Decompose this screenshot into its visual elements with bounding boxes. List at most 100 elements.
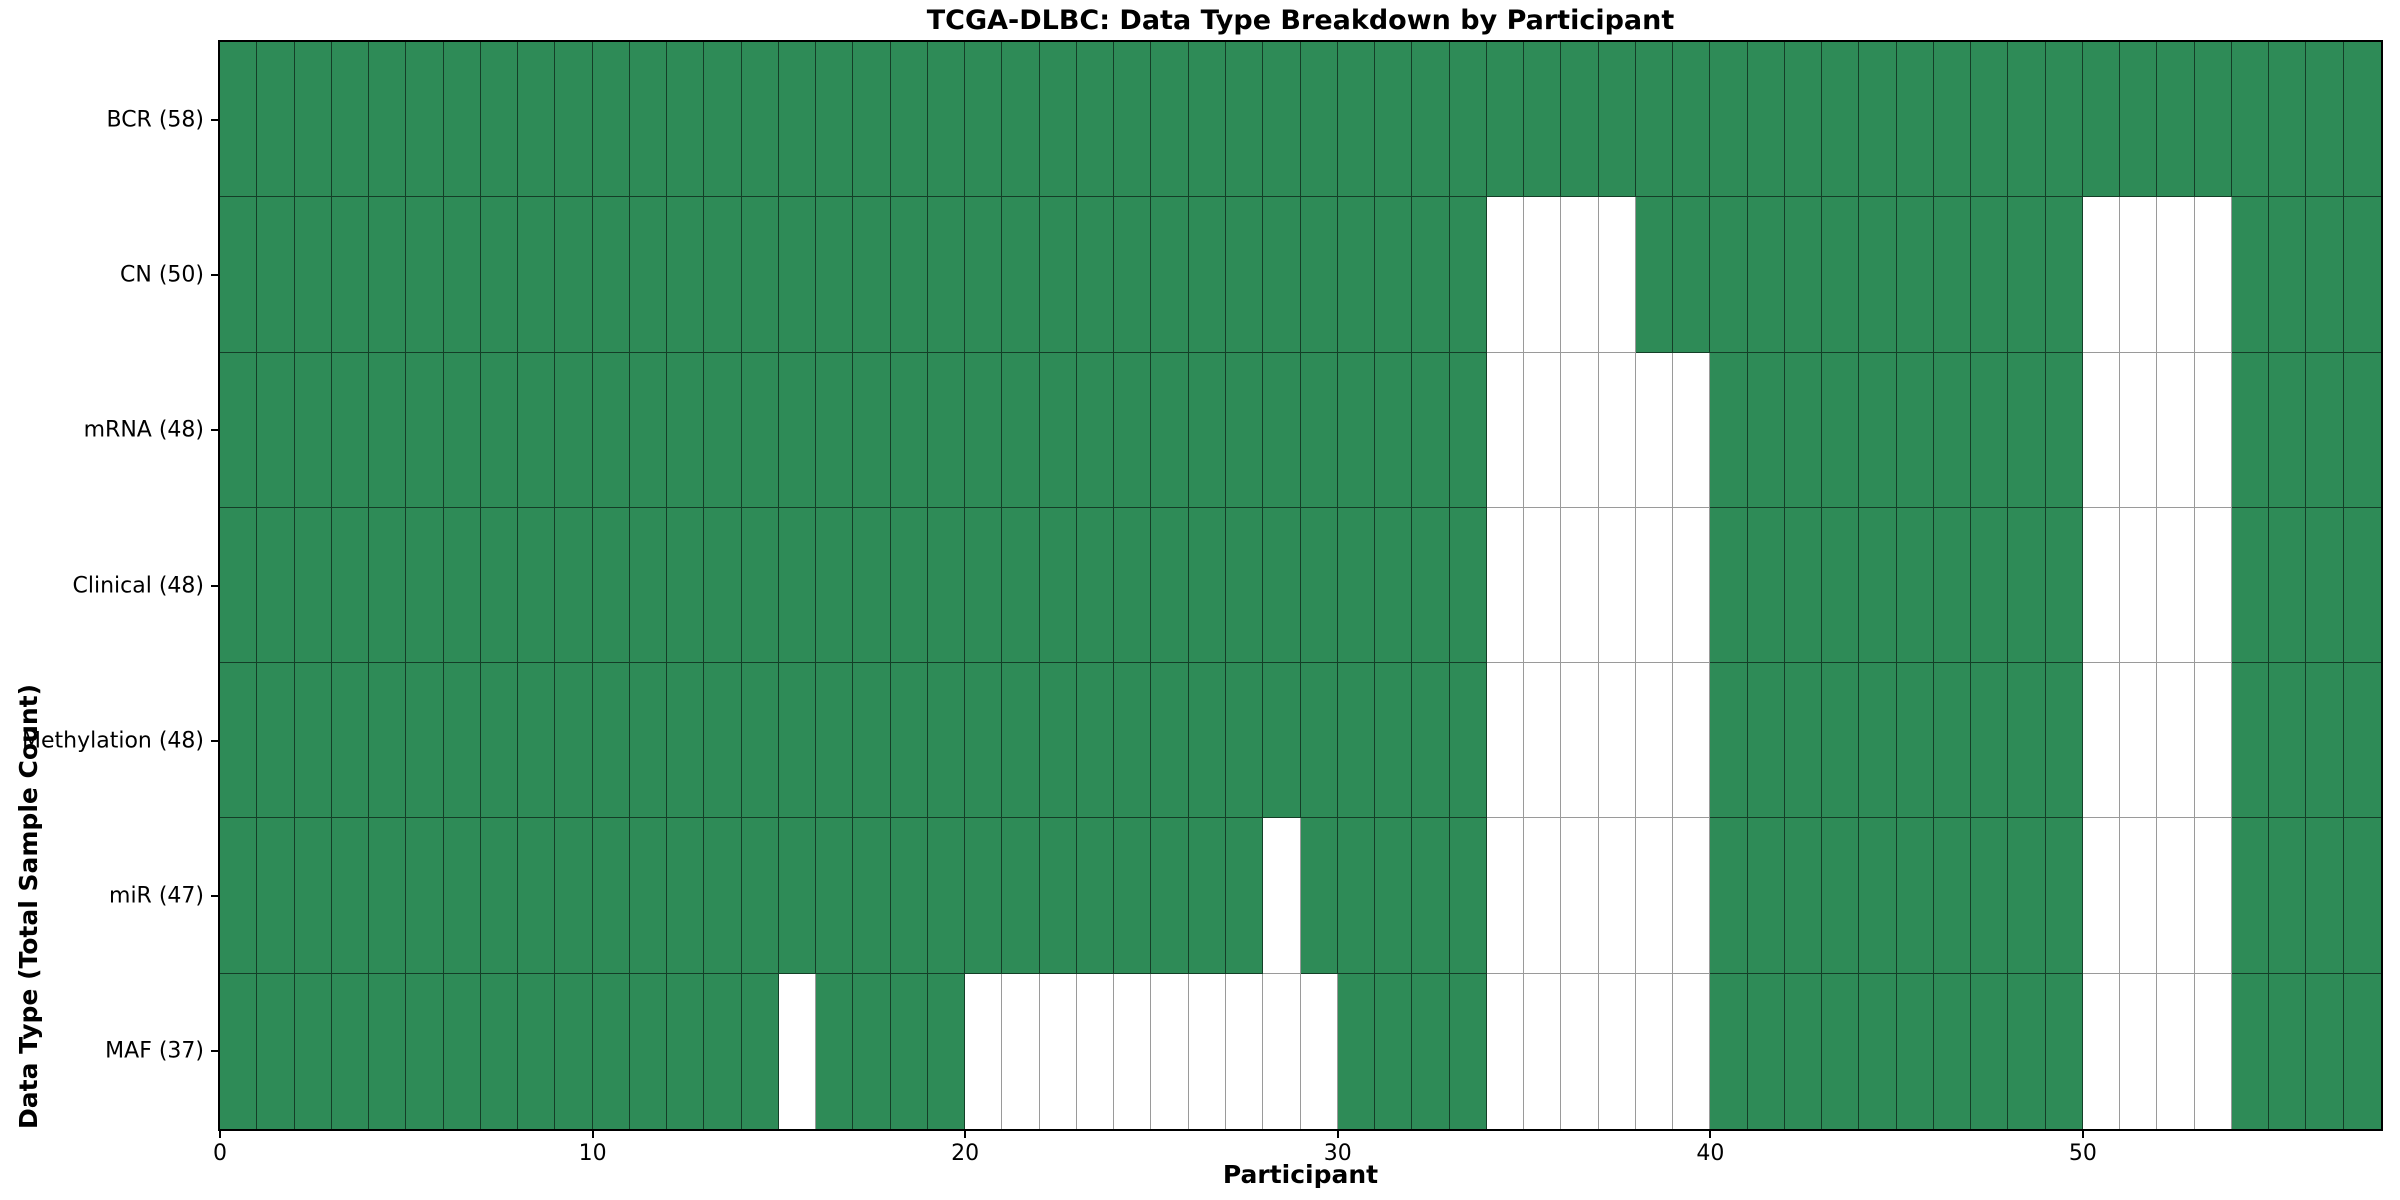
heatmap-cell [2269, 663, 2307, 819]
heatmap-cell [480, 197, 519, 353]
heatmap-cell [853, 507, 891, 664]
heatmap-cell [406, 197, 444, 353]
heatmap-cell [965, 663, 1003, 819]
heatmap-cell [704, 973, 742, 1129]
heatmap-cell [257, 42, 295, 198]
heatmap-cell [2231, 507, 2270, 664]
heatmap-cell [2157, 973, 2195, 1129]
heatmap-cell [443, 352, 481, 508]
heatmap-cell [1933, 352, 1972, 508]
heatmap-cell [2269, 352, 2307, 508]
heatmap-cell [1822, 663, 1860, 819]
heatmap-cell [1784, 818, 1823, 974]
heatmap-cell [927, 352, 966, 508]
heatmap-cell [1076, 197, 1115, 353]
heatmap-cell [1971, 352, 2009, 508]
heatmap-cell [1971, 507, 2009, 664]
heatmap-cell [1300, 973, 1338, 1129]
heatmap-cell [704, 507, 742, 664]
heatmap-cell [518, 973, 556, 1129]
heatmap-cell [1039, 663, 1077, 819]
heatmap-cell [1039, 197, 1077, 353]
heatmap-cell [1449, 42, 1487, 198]
heatmap-cell [927, 663, 966, 819]
heatmap-cell [1710, 42, 1748, 198]
heatmap-cell [2082, 973, 2121, 1129]
heatmap-cell [1784, 507, 1823, 664]
x-axis-ticks: 0 10 20 30 40 50 [213, 1129, 2381, 1189]
heatmap-cell [1449, 818, 1487, 974]
heatmap-cell [1598, 663, 1636, 819]
y-tick-label: CN (50) [120, 262, 204, 288]
heatmap-cell [2157, 352, 2195, 508]
heatmap-cell [2231, 197, 2270, 353]
heatmap-cell [331, 663, 370, 819]
heatmap-cell [816, 42, 854, 198]
heatmap-cell [1673, 818, 1711, 974]
heatmap-cell [480, 507, 519, 664]
y-tick-label: mRNA (48) [83, 417, 204, 443]
heatmap-cell [331, 973, 370, 1129]
heatmap-cell [2045, 197, 2083, 353]
heatmap-cell [2194, 507, 2232, 664]
heatmap-cell [331, 507, 370, 664]
heatmap-cell [480, 352, 519, 508]
heatmap-cell [1449, 197, 1487, 353]
heatmap-cell [2343, 818, 2381, 974]
heatmap-cell [1859, 42, 1897, 198]
heatmap-cell [1151, 973, 1189, 1129]
heatmap-cell [2269, 507, 2307, 664]
heatmap-cell [294, 663, 332, 819]
heatmap-cell [2082, 352, 2121, 508]
heatmap-cell [406, 818, 444, 974]
heatmap-cell [2045, 42, 2083, 198]
heatmap-cell [1188, 818, 1226, 974]
heatmap-cell [1151, 663, 1189, 819]
heatmap-cell [741, 352, 779, 508]
heatmap-cell [1002, 663, 1040, 819]
heatmap-cell [1188, 352, 1226, 508]
x-axis-label: Participant [1222, 1160, 1379, 1189]
heatmap-cell [890, 818, 928, 974]
heatmap-cell [816, 663, 854, 819]
heatmap-cell [2343, 42, 2381, 198]
heatmap-cell [1635, 818, 1674, 974]
heatmap-cell [1188, 197, 1226, 353]
heatmap-cell [1486, 663, 1525, 819]
heatmap-cell [257, 973, 295, 1129]
heatmap-cell [965, 973, 1003, 1129]
heatmap-cell [220, 42, 258, 198]
heatmap-cell [1337, 818, 1376, 974]
y-tick-mark [211, 273, 220, 276]
heatmap-cell [1151, 507, 1189, 664]
heatmap-cell [406, 42, 444, 198]
heatmap-cell [1822, 197, 1860, 353]
heatmap-cell [1412, 197, 1450, 353]
heatmap-cell [2120, 352, 2158, 508]
heatmap-cell [1710, 507, 1748, 664]
heatmap-cell [480, 973, 519, 1129]
heatmap-cell [927, 973, 966, 1129]
heatmap-cell [331, 42, 370, 198]
x-tick-label: 20 [951, 1141, 980, 1166]
heatmap-cell [2306, 818, 2344, 974]
heatmap-cell [369, 973, 407, 1129]
heatmap-cell [555, 507, 593, 664]
y-tick-mark [211, 118, 220, 121]
heatmap-cell [555, 973, 593, 1129]
heatmap-cell [667, 507, 705, 664]
heatmap-cell [1151, 197, 1189, 353]
heatmap-cell [1114, 663, 1152, 819]
heatmap-cell [1784, 42, 1823, 198]
heatmap-cell [257, 352, 295, 508]
heatmap-cell [1263, 197, 1301, 353]
heatmap-cell [1002, 42, 1040, 198]
heatmap-cell [1598, 352, 1636, 508]
heatmap-cell [2231, 352, 2270, 508]
heatmap-cell [2194, 973, 2232, 1129]
heatmap-cell [1300, 42, 1338, 198]
heatmap-cell [369, 197, 407, 353]
heatmap-cell [2045, 507, 2083, 664]
heatmap-cell [1076, 663, 1115, 819]
heatmap-cell [1039, 507, 1077, 664]
